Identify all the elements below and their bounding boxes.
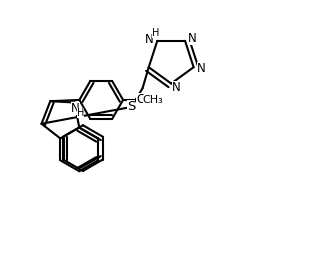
Text: N: N xyxy=(188,32,196,45)
Text: N: N xyxy=(172,82,180,94)
Text: N: N xyxy=(197,62,205,75)
Text: H: H xyxy=(152,28,159,38)
Text: S: S xyxy=(127,100,135,113)
Text: O: O xyxy=(136,93,145,106)
Text: CH₃: CH₃ xyxy=(142,95,163,105)
Text: N: N xyxy=(145,33,154,46)
Text: N: N xyxy=(71,102,80,115)
Text: H: H xyxy=(76,108,84,118)
